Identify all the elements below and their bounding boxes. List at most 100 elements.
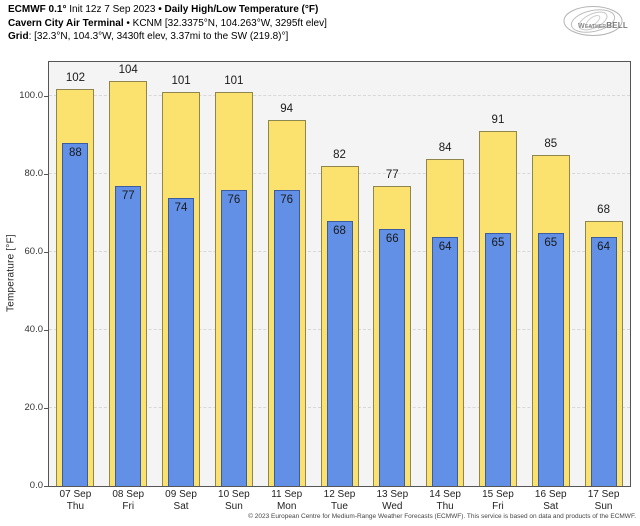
y-tick-mark [44,408,48,410]
low-value-label: 65 [491,236,505,249]
header-segment: : [32.3°N, 104.3°W, 3430ft elev, 3.37mi … [28,31,289,42]
low-value-label: 64 [597,240,610,253]
low-value-label: 68 [333,225,346,237]
x-axis-label: 15 Sep Fri [482,489,514,513]
y-tick-mark [44,486,48,487]
low-bar [326,221,353,486]
low-bar [590,236,617,486]
x-label-date: 07 Sep [59,489,92,500]
high-value-label: 101 [171,75,191,88]
low-bar [484,232,511,486]
header-segment: • Daily High/Low Temperature (°F) [158,4,319,15]
y-tick-mark [44,330,48,332]
x-label-dow: Thu [436,501,454,512]
x-label-dow: Tue [331,501,348,512]
y-tick-label: 100.0 [19,90,43,102]
chart-header: ECMWF 0.1° Init 12z 7 Sep 2023 • Daily H… [8,3,327,44]
copyright-footer: © 2023 European Centre for Medium-Range … [248,513,636,520]
x-label-dow: Sat [173,501,189,512]
x-label-date: 16 Sep [534,489,567,500]
x-label-date: 13 Sep [376,489,409,500]
x-axis-label: 07 Sep Thu [60,489,92,513]
logo-text: WeatherBELL [571,15,635,33]
low-value-label: 77 [121,189,135,202]
y-tick-label: 60.0 [24,246,44,258]
y-tick-label: 20.0 [24,402,44,414]
low-value-label: 65 [544,236,558,249]
x-label-date: 09 Sep [165,489,197,500]
header-segment: • KCNM [32.3375°N, 104.263°W, 3295ft ele… [123,17,327,29]
high-value-label: 85 [544,137,558,150]
low-bar [168,197,195,486]
logo-subtext: Analytics LLC [590,24,615,29]
high-value-label: 84 [438,141,452,154]
high-value-label: 91 [491,114,505,127]
x-axis-label: 08 Sep Fri [112,489,144,513]
x-label-date: 11 Sep [271,489,303,500]
x-axis-label: 11 Sep Mon [271,489,302,513]
y-tick-label: 0.0 [29,480,43,491]
x-label-date: 10 Sep [218,489,250,500]
x-label-date: 08 Sep [112,489,145,500]
x-label-date: 14 Sep [429,489,461,500]
x-label-dow: Sun [224,501,243,512]
low-value-label: 74 [174,201,188,214]
low-value-label: 66 [385,232,399,245]
x-axis-label: 13 Sep Wed [376,489,408,513]
x-label-dow: Wed [382,501,403,512]
low-value-label: 64 [438,240,452,253]
low-bar [537,232,564,486]
logo-text-weather: Weather [578,23,607,30]
high-value-label: 104 [118,63,138,76]
header-segment: Cavern City Air Terminal [8,17,124,29]
y-tick-label: 40.0 [24,324,44,336]
x-axis-label: 10 Sep Sun [218,489,250,513]
x-axis-label: 12 Sep Tue [324,489,356,513]
low-bar [62,143,89,486]
high-value-label: 94 [280,102,294,115]
high-value-label: 68 [597,204,610,216]
high-value-label: 102 [65,71,85,84]
y-tick-label: 80.0 [24,168,44,180]
x-label-dow: Thu [66,501,85,512]
x-axis-label: 09 Sep Sat [165,489,197,513]
x-label-date: 17 Sep [587,489,620,500]
low-value-label: 76 [280,193,294,206]
x-label-dow: Sun [594,501,613,512]
gridline [49,95,630,97]
x-label-date: 15 Sep [482,489,514,500]
swirl-icon [563,6,623,36]
x-label-dow: Sat [543,501,559,512]
header-line: Grid: [32.3°N, 104.3°W, 3430ft elev, 3.3… [8,30,327,44]
low-bar [220,189,247,486]
low-bar [273,189,300,486]
y-tick-mark [44,96,48,98]
header-segment: Init 12z 7 Sep 2023 [66,4,159,15]
high-value-label: 77 [385,168,399,181]
low-bar [115,185,142,486]
x-label-dow: Fri [122,501,135,512]
x-axis-label: 14 Sep Thu [429,489,461,513]
plot-area: 102 88 104 77 101 74 101 76 94 76 82 68 77 66 84 64 91 65… [48,61,631,487]
x-axis-label: 17 Sep Sun [588,489,620,513]
logo-text-bell: BELL [606,21,628,30]
x-label-dow: Fri [492,501,504,512]
low-value-label: 88 [69,147,82,160]
y-tick-mark [44,174,48,176]
x-label-dow: Mon [276,501,297,512]
y-tick-mark [44,252,48,254]
header-line: ECMWF 0.1° Init 12z 7 Sep 2023 • Daily H… [8,3,327,17]
low-bar [379,228,406,486]
y-axis-label: Temperature [°F] [5,234,17,312]
low-value-label: 76 [227,193,241,206]
x-axis-label: 16 Sep Sat [535,489,567,513]
header-segment: Grid [8,31,29,42]
header-line: Cavern City Air Terminal • KCNM [32.3375… [8,17,327,31]
weatherbell-logo: WeatherBELL Analytics LLC [560,1,638,41]
high-value-label: 101 [224,75,244,88]
high-value-label: 82 [333,149,346,162]
x-label-date: 12 Sep [323,489,356,500]
low-bar [432,236,459,486]
header-segment: ECMWF 0.1° [8,4,67,15]
